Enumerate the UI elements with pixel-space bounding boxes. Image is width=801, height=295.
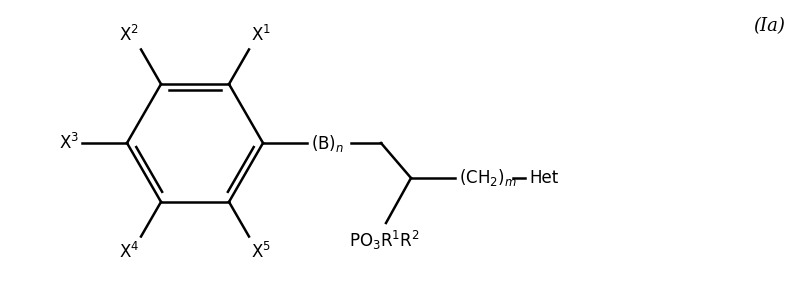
Text: X$^4$: X$^4$ [119, 242, 139, 262]
Text: (CH$_2$)$_m$: (CH$_2$)$_m$ [459, 168, 517, 189]
Text: Het: Het [529, 169, 558, 187]
Text: PO$_3$R$^1$R$^2$: PO$_3$R$^1$R$^2$ [348, 229, 420, 252]
Text: (Ia): (Ia) [753, 17, 785, 35]
Text: X$^1$: X$^1$ [251, 25, 271, 45]
Text: X$^3$: X$^3$ [59, 133, 79, 153]
Text: (B)$_n$: (B)$_n$ [311, 132, 344, 153]
Text: X$^2$: X$^2$ [119, 25, 139, 45]
Text: X$^5$: X$^5$ [251, 242, 271, 262]
